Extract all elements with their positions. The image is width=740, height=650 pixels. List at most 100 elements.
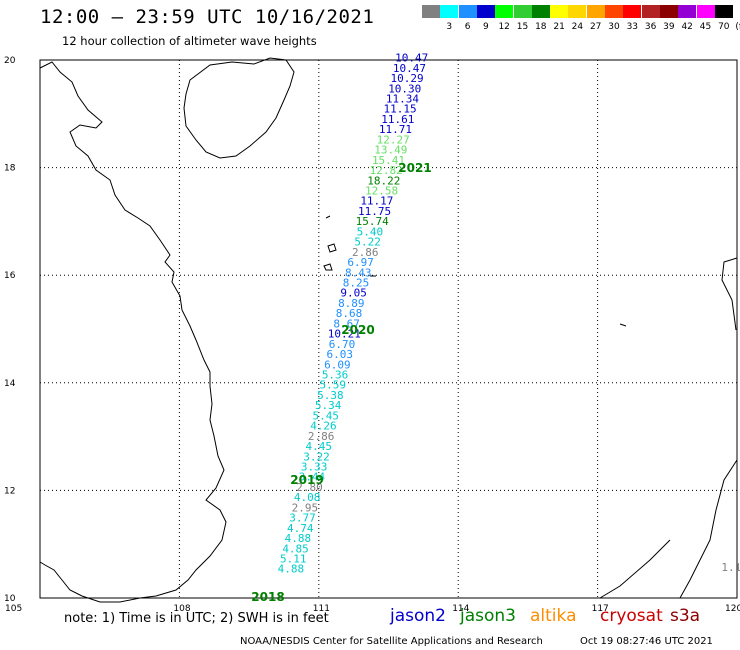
legend-swatch bbox=[531, 5, 550, 18]
wave-height-value: 12.58 bbox=[365, 185, 398, 198]
wave-height-value: 2.95 bbox=[292, 501, 319, 514]
track-year-label: 2020 bbox=[341, 323, 374, 337]
wave-height-value: 5.38 bbox=[317, 389, 344, 402]
wave-height-value: 10.47 bbox=[395, 52, 428, 65]
track-year-labels: 2021 2020 2019 2018 bbox=[251, 161, 431, 604]
legend-swatch bbox=[550, 5, 569, 18]
lon-tick-label: 105 bbox=[5, 604, 22, 614]
track-year-label: 2018 bbox=[251, 590, 284, 604]
satellite-track: 10.4710.4710.2910.3011.3411.1511.6111.71… bbox=[278, 52, 740, 576]
lat-tick-label: 20 bbox=[4, 56, 16, 66]
wave-height-value: 4.08 bbox=[294, 491, 321, 504]
legend-swatch bbox=[696, 5, 715, 18]
generated-timestamp: Oct 19 08:27:46 UTC 2021 bbox=[580, 636, 713, 647]
wave-height-value: 4.74 bbox=[287, 522, 314, 535]
satellite-label: altika bbox=[530, 606, 577, 626]
credit-text: NOAA/NESDIS Center for Satellite Applica… bbox=[240, 636, 543, 647]
map-grid bbox=[40, 60, 737, 598]
wave-height-value: 6.09 bbox=[324, 358, 351, 371]
wave-height-value: 11.34 bbox=[386, 93, 419, 106]
wave-height-value: 12.82 bbox=[370, 164, 403, 177]
legend-swatch bbox=[641, 5, 660, 18]
wave-height-value: 8.68 bbox=[336, 307, 363, 320]
lon-tick-label: 117 bbox=[592, 604, 609, 614]
legend-swatch bbox=[678, 5, 697, 18]
legend-swatch bbox=[714, 5, 733, 18]
wave-height-value: 3.22 bbox=[303, 450, 330, 463]
satellite-label: jason3 bbox=[460, 606, 516, 626]
satellite-label: s3a bbox=[670, 606, 701, 626]
wave-height-value: 8.89 bbox=[338, 297, 365, 310]
wave-height-value: 3.77 bbox=[289, 512, 316, 525]
wave-height-value: 8.25 bbox=[343, 276, 370, 289]
legend-label: 3 bbox=[446, 22, 453, 32]
map-frame bbox=[39, 59, 738, 599]
legend-label: 42 bbox=[681, 22, 693, 32]
wave-height-value: 5.11 bbox=[280, 552, 307, 565]
track-year-label: 2021 bbox=[398, 161, 431, 175]
wave-height-value: 3.33 bbox=[301, 460, 328, 473]
legend-label: 27 bbox=[589, 22, 602, 32]
legend-label: 6 bbox=[464, 22, 471, 32]
wave-height-value: 13.49 bbox=[374, 144, 407, 157]
lat-tick-label: 12 bbox=[4, 486, 15, 496]
legend-label: 39 bbox=[663, 22, 675, 32]
wave-height-value: 11.75 bbox=[358, 205, 391, 218]
lon-tick-label: 120 bbox=[725, 604, 740, 614]
legend-label: 36 bbox=[644, 22, 657, 32]
legend-label: 12 bbox=[498, 22, 510, 32]
wave-height-value: 10.47 bbox=[393, 62, 426, 75]
legend-swatch bbox=[476, 5, 495, 18]
wave-height-value: 5.34 bbox=[315, 399, 342, 412]
satellite-label: cryosat bbox=[600, 606, 663, 626]
coastline bbox=[39, 57, 738, 603]
legend-swatch bbox=[623, 5, 642, 18]
legend-swatch bbox=[440, 5, 459, 18]
axis-labels: 105 108 111 114 117 120 2018 16 14 12 10 bbox=[4, 56, 740, 614]
lat-tick-label: 14 bbox=[4, 379, 16, 389]
wave-height-value: 4.85 bbox=[282, 542, 309, 555]
wave-height-value: 6.97 bbox=[347, 256, 374, 269]
wave-height-value: 2.86 bbox=[352, 246, 379, 259]
coastline-philippines bbox=[599, 257, 738, 599]
legend-swatch bbox=[422, 5, 440, 18]
legend-label: 70 bbox=[718, 22, 730, 32]
lon-tick-label: 111 bbox=[313, 604, 330, 614]
satellite-label: jason2 bbox=[390, 606, 446, 626]
lon-tick-label: 108 bbox=[173, 604, 190, 614]
wave-height-value: 5.45 bbox=[313, 409, 340, 422]
lat-tick-label: 10 bbox=[4, 594, 16, 604]
legend-label: 18 bbox=[535, 22, 547, 32]
coastline-vietnam bbox=[39, 61, 227, 603]
wave-height-value: 15.74 bbox=[356, 215, 389, 228]
wave-height-value: 6.03 bbox=[326, 348, 353, 361]
legend-label: 45 bbox=[699, 22, 712, 32]
coastline-hainan bbox=[183, 57, 295, 159]
wave-height-value: 8.67 bbox=[333, 317, 360, 330]
lon-tick-label: 114 bbox=[452, 604, 469, 614]
legend-label: 9 bbox=[483, 22, 489, 32]
wave-height-value: 6.70 bbox=[329, 338, 356, 351]
legend-swatch bbox=[605, 5, 623, 18]
wave-height-value: 11.17 bbox=[360, 195, 393, 208]
wave-height-value: 15.41 bbox=[372, 154, 405, 167]
wave-height-value: 4.45 bbox=[306, 440, 333, 453]
lat-tick-label: 16 bbox=[4, 271, 16, 281]
legend-label: 21 bbox=[553, 22, 565, 32]
legend-label: 24 bbox=[571, 22, 584, 32]
track-year-label: 2019 bbox=[290, 473, 323, 487]
legend-swatch bbox=[495, 5, 514, 18]
legend-swatch bbox=[458, 5, 477, 18]
wave-height-value: 5.22 bbox=[354, 236, 381, 249]
wave-height-value: 10.21 bbox=[328, 328, 361, 341]
footer-note: note: 1) Time is in UTC; 2) SWH is in fe… bbox=[64, 611, 329, 626]
chart-subtitle: 12 hour collection of altimeter wave hei… bbox=[62, 34, 317, 48]
chart-title: 12:00 – 23:59 UTC 10/16/2021 bbox=[40, 6, 375, 28]
wave-height-value: 2.86 bbox=[308, 430, 335, 443]
legend-label: 30 bbox=[608, 22, 620, 32]
legend-label: 15 bbox=[516, 22, 529, 32]
wave-height-value: 5.59 bbox=[319, 379, 346, 392]
wave-height-value: 5.36 bbox=[322, 368, 349, 381]
legend-swatch bbox=[586, 5, 605, 18]
